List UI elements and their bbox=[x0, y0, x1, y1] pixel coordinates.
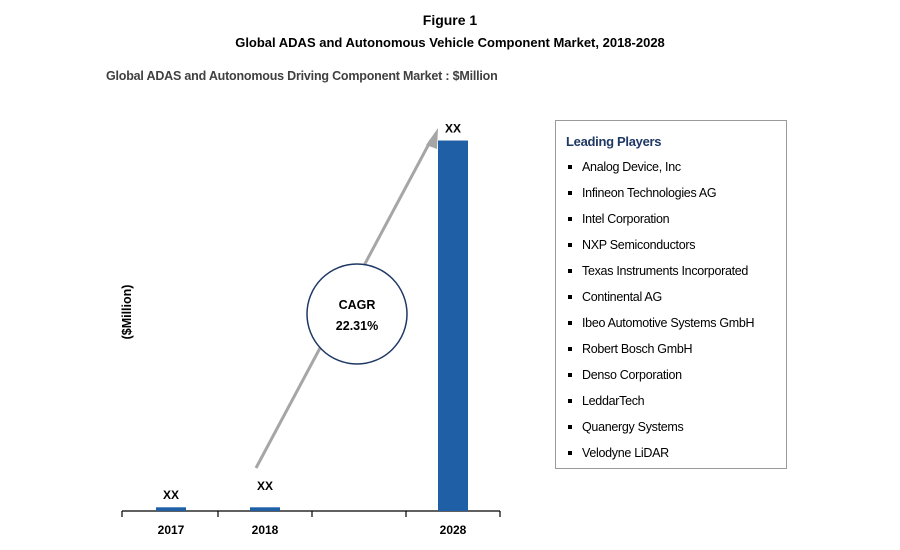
list-item: Robert Bosch GmbH bbox=[566, 341, 781, 367]
player-name: Denso Corporation bbox=[582, 368, 682, 382]
bullet-icon bbox=[568, 191, 572, 195]
player-name: Ibeo Automotive Systems GmbH bbox=[582, 316, 755, 330]
category-label-2018: 2018 bbox=[252, 523, 279, 537]
category-label-2017: 2017 bbox=[158, 523, 185, 537]
list-item: Intel Corporation bbox=[566, 211, 781, 237]
player-name: NXP Semiconductors bbox=[582, 238, 696, 252]
player-name: LeddarTech bbox=[582, 394, 645, 408]
list-item: Quanergy Systems bbox=[566, 419, 781, 445]
bar-2018 bbox=[250, 507, 280, 511]
value-label-2017: XX bbox=[163, 488, 179, 502]
bullet-icon bbox=[568, 269, 572, 273]
leading-players-heading: Leading Players bbox=[566, 134, 662, 149]
bar-2028 bbox=[438, 140, 468, 511]
player-name: Quanergy Systems bbox=[582, 420, 684, 434]
bullet-icon bbox=[568, 243, 572, 247]
player-name: Continental AG bbox=[582, 290, 662, 304]
leading-players-list: Analog Device, Inc Infineon Technologies… bbox=[566, 159, 781, 471]
bullet-icon bbox=[568, 295, 572, 299]
list-item: LeddarTech bbox=[566, 393, 781, 419]
list-item: Infineon Technologies AG bbox=[566, 185, 781, 211]
list-item: Ibeo Automotive Systems GmbH bbox=[566, 315, 781, 341]
category-label-2028: 2028 bbox=[440, 523, 467, 537]
bar-2017 bbox=[156, 507, 186, 511]
cagr-value: 22.31% bbox=[336, 319, 378, 333]
bullet-icon bbox=[568, 321, 572, 325]
cagr-circle bbox=[306, 263, 408, 365]
player-name: Infineon Technologies AG bbox=[582, 186, 717, 200]
player-name: Texas Instruments Incorporated bbox=[582, 264, 749, 278]
cagr-label: CAGR bbox=[339, 298, 376, 312]
bullet-icon bbox=[568, 217, 572, 221]
bullet-icon bbox=[568, 425, 572, 429]
list-item: Texas Instruments Incorporated bbox=[566, 263, 781, 289]
list-item: Velodyne LiDAR bbox=[566, 445, 781, 471]
bullet-icon bbox=[568, 347, 572, 351]
list-item: NXP Semiconductors bbox=[566, 237, 781, 263]
value-label-2028: XX bbox=[445, 122, 461, 136]
bullet-icon bbox=[568, 451, 572, 455]
bullet-icon bbox=[568, 165, 572, 169]
chart-title: Global ADAS and Autonomous Driving Compo… bbox=[106, 69, 498, 83]
player-name: Analog Device, Inc bbox=[582, 160, 681, 174]
figure-title: Global ADAS and Autonomous Vehicle Compo… bbox=[235, 35, 665, 50]
list-item: Denso Corporation bbox=[566, 367, 781, 393]
y-axis-label: ($Million) bbox=[120, 285, 134, 340]
list-item: Continental AG bbox=[566, 289, 781, 315]
player-name: Robert Bosch GmbH bbox=[582, 342, 693, 356]
player-name: Velodyne LiDAR bbox=[582, 446, 669, 460]
leading-players-panel: Leading Players Analog Device, Inc Infin… bbox=[555, 120, 787, 469]
bullet-icon bbox=[568, 373, 572, 377]
bullet-icon bbox=[568, 399, 572, 403]
value-label-2018: XX bbox=[257, 479, 273, 493]
figure-label: Figure 1 bbox=[422, 12, 478, 28]
list-item: Analog Device, Inc bbox=[566, 159, 781, 185]
cagr-arrow-head bbox=[426, 128, 438, 149]
player-name: Intel Corporation bbox=[582, 212, 670, 226]
